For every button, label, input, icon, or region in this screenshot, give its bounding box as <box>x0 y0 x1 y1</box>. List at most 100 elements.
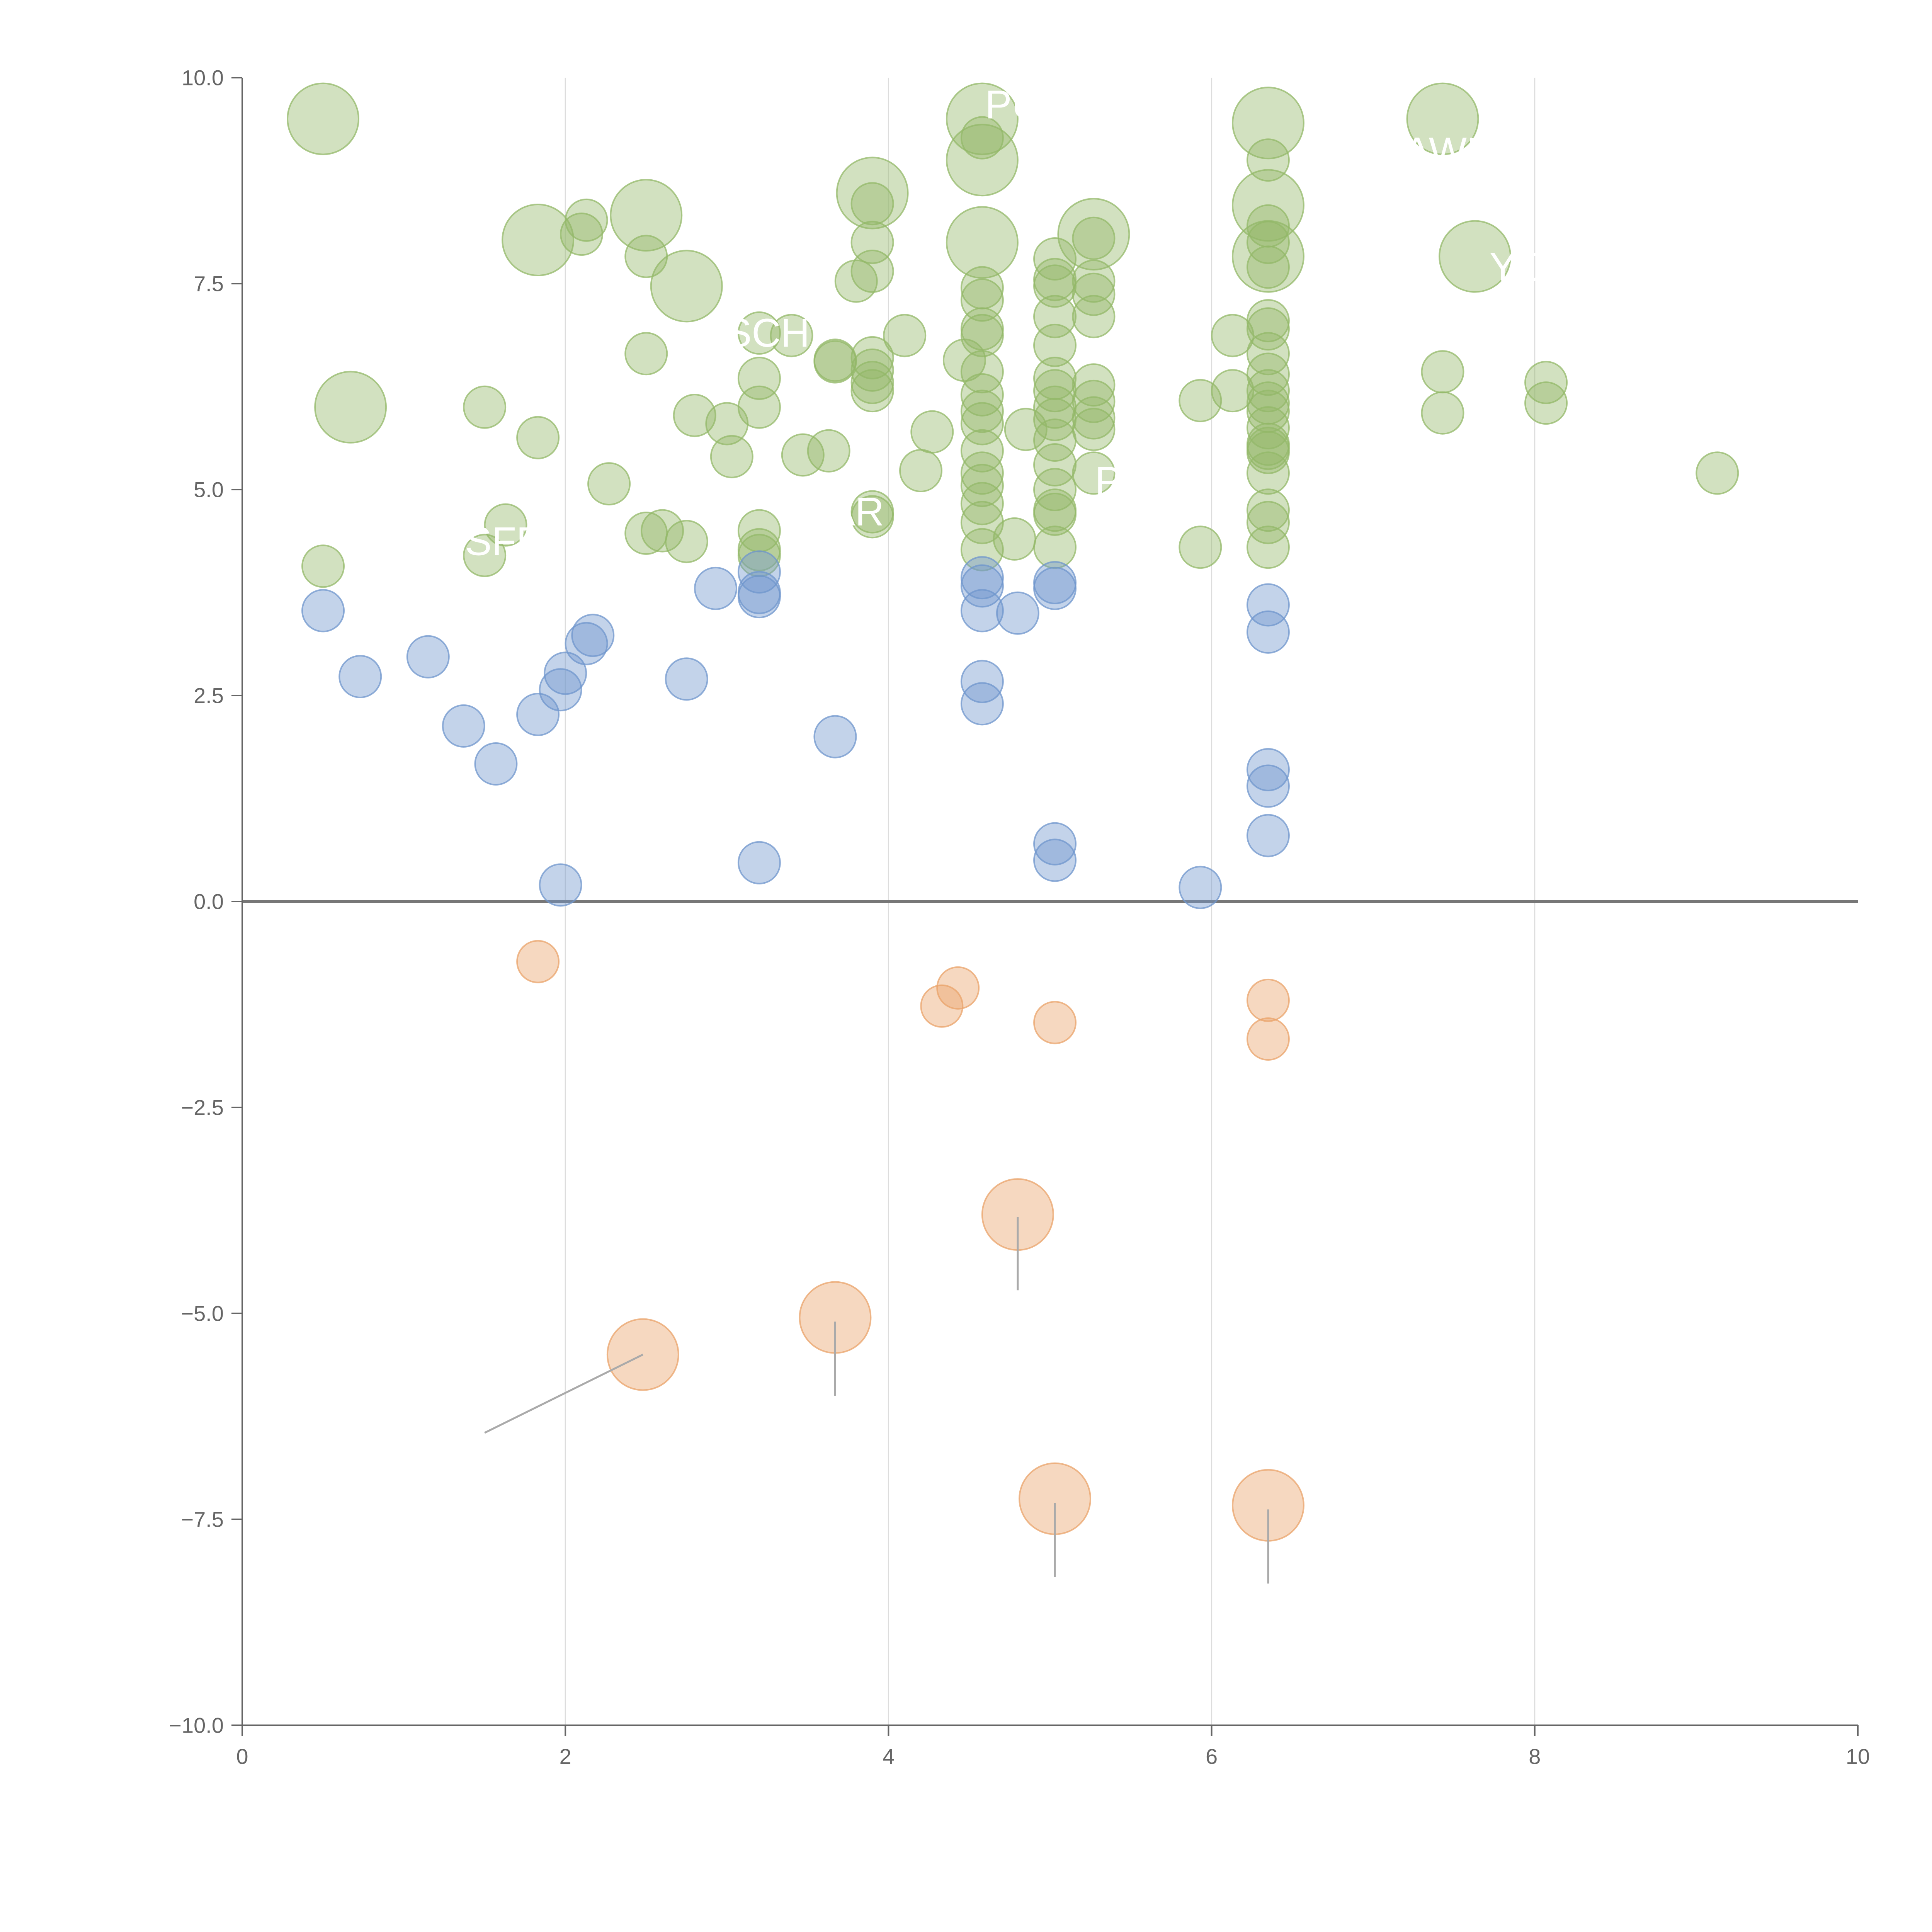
bubble-green <box>314 371 387 444</box>
bubble-green <box>1246 138 1290 182</box>
y-tick-label: 5.0 <box>194 478 224 502</box>
bubble-green <box>1072 451 1116 495</box>
bubble-green <box>813 340 857 384</box>
bubble-blue <box>1246 764 1290 808</box>
bubble-labels: PU PAWR YO SCH PL AR SFE <box>465 82 1548 564</box>
bubble-green <box>1406 82 1479 155</box>
bubble-green <box>850 182 894 226</box>
bubble-green <box>737 311 781 355</box>
series-blue <box>301 550 1290 909</box>
bubble-green <box>624 235 668 278</box>
bubble-green <box>737 385 781 429</box>
bubble-green <box>484 503 527 547</box>
bubble-green <box>960 307 1004 351</box>
x-tick-label: 2 <box>560 1744 571 1769</box>
bubble-green <box>1004 408 1048 451</box>
bubble-green <box>1246 488 1290 532</box>
bubble-green <box>1179 526 1222 569</box>
bubble-green <box>1246 526 1290 569</box>
bubble-green <box>1072 259 1116 303</box>
bubble-blue <box>737 575 781 619</box>
bubble-green <box>1072 363 1116 407</box>
bubble-green <box>1246 221 1290 264</box>
bubble-blue <box>338 655 382 698</box>
bubble-green <box>960 389 1004 433</box>
bubble-green <box>960 482 1004 526</box>
bubble-green <box>1033 323 1077 367</box>
x-tick-label: 4 <box>883 1744 895 1769</box>
bubble-green <box>1524 381 1568 425</box>
bubble-green <box>1246 501 1290 544</box>
y-tick-label: 2.5 <box>194 684 224 708</box>
bubble-blue <box>1033 561 1077 604</box>
bubble-green <box>960 402 1004 446</box>
bubble-orange <box>920 984 964 1028</box>
bubble-green <box>899 449 943 492</box>
bubble-label: PAWR <box>1380 129 1496 174</box>
bubble-blue <box>1033 822 1077 866</box>
bubble-label: SCH <box>725 311 810 355</box>
bubble-blue <box>694 566 738 610</box>
bubble-blue <box>1033 566 1077 610</box>
bubble-green <box>1246 451 1290 495</box>
bubble-label: PL <box>1095 459 1144 504</box>
bubble-green <box>1072 272 1116 316</box>
bubble-green <box>850 250 894 293</box>
bubble-blue <box>1246 748 1290 791</box>
x-tick-label: 6 <box>1206 1744 1218 1769</box>
bubble-green <box>836 156 909 230</box>
bubble-orange <box>1246 1017 1290 1061</box>
bubble-green <box>770 314 813 357</box>
bubble-blue <box>1033 838 1077 882</box>
bubble-blue <box>1246 814 1290 857</box>
bubble-green <box>960 116 1004 160</box>
bubble-blue <box>737 841 781 884</box>
bubble-label: PU <box>985 82 1041 127</box>
bubble-blue <box>516 693 560 736</box>
bubble-blue <box>406 635 450 679</box>
bubble-green <box>960 464 1004 507</box>
bubble-series <box>287 82 1739 1542</box>
bubble-green <box>1033 492 1077 536</box>
bubble-blue <box>539 668 582 712</box>
y-tick-label: 7.5 <box>194 272 224 296</box>
bubble-blue <box>571 614 615 657</box>
y-tick-label: 10.0 <box>182 66 224 90</box>
y-tick-label: −7.5 <box>181 1507 224 1532</box>
bubble-blue <box>442 704 485 748</box>
x-tick-label: 0 <box>236 1744 248 1769</box>
bubble-blue <box>544 651 587 695</box>
bubble-orange <box>1246 978 1290 1022</box>
bubble-green <box>960 451 1004 495</box>
bubble-green <box>610 179 683 252</box>
bubble-green <box>1179 379 1222 422</box>
connector-lines <box>484 1217 1269 1584</box>
bubble-label: AR <box>828 490 884 534</box>
bubble-blue <box>1179 866 1222 909</box>
bubble-blue <box>960 564 1004 608</box>
bubble-blue <box>1246 583 1290 627</box>
bubble-green <box>883 314 927 357</box>
bubble-green <box>705 402 749 446</box>
bubble-green <box>1211 369 1254 413</box>
bubble-orange <box>936 966 980 1010</box>
bubble-blue <box>539 863 582 907</box>
bubble-green <box>1246 307 1290 351</box>
y-tick-label: −2.5 <box>181 1095 224 1120</box>
bubble-green <box>807 429 850 473</box>
bubble-green <box>946 206 1019 279</box>
bubble-green <box>910 410 954 454</box>
bubble-orange <box>1033 1001 1077 1044</box>
bubble-green <box>1072 408 1116 451</box>
bubble-blue <box>565 622 608 665</box>
bubble-green <box>287 82 360 155</box>
bubble-blue <box>960 682 1004 726</box>
bubble-green <box>665 520 708 563</box>
bubble-label: YO <box>1490 245 1548 289</box>
bubble-green <box>993 517 1036 561</box>
bubble-green <box>710 435 753 478</box>
bubble-green <box>1072 295 1116 338</box>
bubble-green <box>1231 87 1304 160</box>
bubble-blue <box>474 742 518 786</box>
